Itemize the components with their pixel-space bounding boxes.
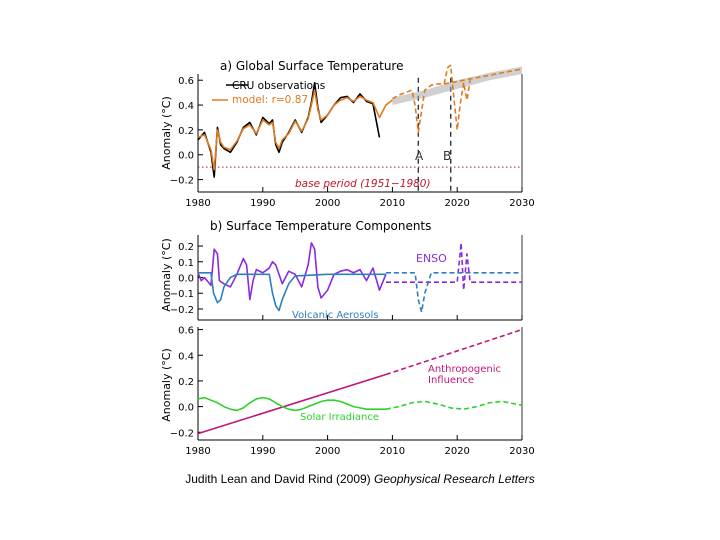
series-model (197, 89, 393, 171)
y-tick-label: −0.2 (170, 428, 194, 439)
y-tick-label: 0.2 (178, 242, 194, 253)
x-tick-label: 2010 (380, 198, 405, 209)
panel-b-title: b) Surface Temperature Components (210, 219, 431, 233)
legend-cru-label: CRU observations (232, 80, 325, 92)
series-volcanic-aerosols (198, 271, 386, 312)
y-tick-label: 0.0 (178, 403, 194, 414)
series-enso (197, 242, 387, 301)
x-tick-label: 1990 (250, 446, 275, 457)
y-tick-label: 0.0 (178, 274, 194, 285)
x-tick-label: 2030 (509, 198, 534, 209)
y-tick-label: 0.4 (178, 101, 194, 112)
caption-authors: Judith Lean and David Rind (2009) (185, 472, 371, 486)
x-tick-label: 2020 (444, 198, 469, 209)
anthropogenic-label-line2: Influence (428, 375, 474, 386)
panel-a-global-surface-temperature: a) Global Surface Temperature Anomaly (°… (160, 59, 535, 209)
base-period-label: base period (1951−1980) (295, 178, 431, 190)
series-model-forecast-a (392, 68, 523, 134)
caption-journal: Geophysical Research Letters (374, 472, 535, 486)
legend-model-label: model: r=0.87 (232, 94, 308, 106)
series-solar-projection (385, 400, 523, 410)
y-tick-label: 0.2 (178, 377, 194, 388)
x-tick-label: 1980 (185, 446, 210, 457)
panel-a-ylabel: Anomaly (°C) (160, 96, 173, 170)
y-tick-label: 0.1 (178, 258, 194, 269)
volcanic-label: Volcanic Aerosols (292, 310, 379, 321)
enso-label: ENSO (416, 252, 447, 265)
y-tick-label: −0.2 (170, 305, 194, 316)
x-tick-label: 2030 (509, 446, 534, 457)
x-tick-label: 2000 (315, 446, 340, 457)
y-tick-label: 0.6 (178, 326, 194, 337)
figure-caption: Judith Lean and David Rind (2009) Geophy… (0, 472, 720, 486)
panel-b-lower-anthropogenic-solar: Anomaly (°C) Anthropogenic Influence Sol… (160, 326, 535, 457)
x-tick-label: 1980 (185, 198, 210, 209)
y-tick-label: 0.4 (178, 351, 194, 362)
panel-b-upper-enso-volcanic: b) Surface Temperature Components Anomal… (160, 219, 523, 321)
panel-b-lower-ylabel: Anomaly (°C) (160, 348, 173, 422)
y-tick-label: 0.0 (178, 151, 194, 162)
series-cru-observations (197, 81, 381, 178)
series-enso-projection (385, 242, 522, 291)
y-tick-label: 0.6 (178, 76, 194, 87)
anthropogenic-label-line1: Anthropogenic (428, 364, 501, 375)
series-model-forecast-b (443, 64, 471, 131)
x-tick-label: 2000 (315, 198, 340, 209)
y-tick-label: −0.1 (170, 289, 194, 300)
y-tick-label: 0.2 (178, 126, 194, 137)
panel-b-upper-ylabel: Anomaly (°C) (160, 238, 173, 312)
forecast-uncertainty-band (392, 66, 522, 106)
annotation-b: B (443, 149, 451, 163)
x-tick-label: 1990 (250, 198, 275, 209)
series-solar-irradiance (197, 396, 386, 412)
annotation-a: A (415, 149, 424, 163)
panel-a-title: a) Global Surface Temperature (220, 59, 404, 73)
x-tick-label: 2020 (444, 446, 469, 457)
solar-label: Solar Irradiance (300, 412, 379, 423)
series-volcanic-projection (385, 271, 522, 313)
x-tick-label: 2010 (380, 446, 405, 457)
y-tick-label: −0.2 (170, 176, 194, 187)
series-anthropogenic-influence (197, 373, 387, 435)
